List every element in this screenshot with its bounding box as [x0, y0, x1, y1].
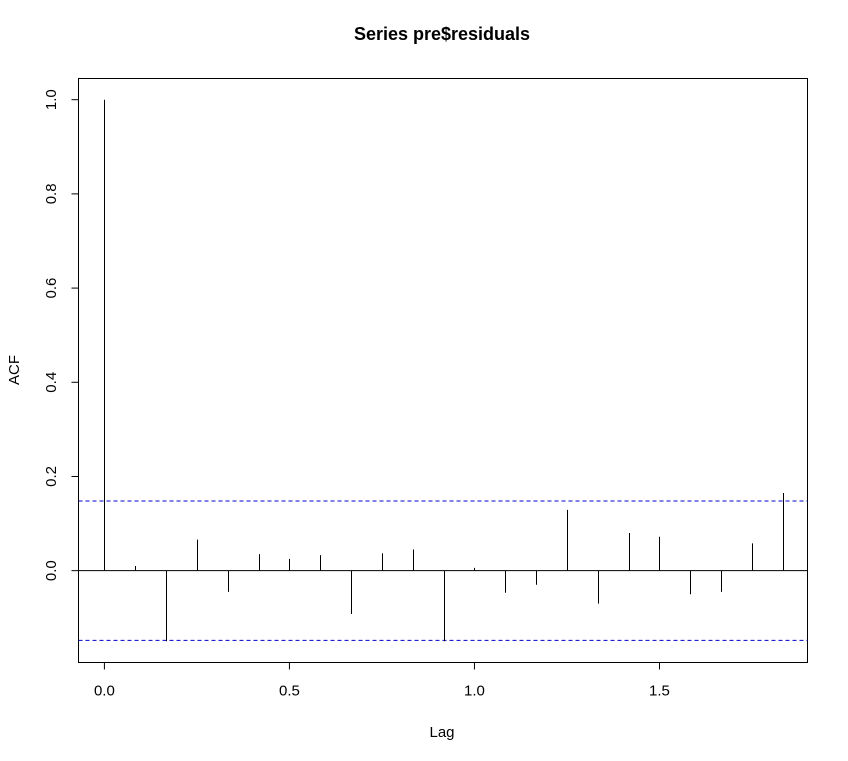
y-tick-label: 0.6: [43, 278, 60, 299]
x-axis: 0.0 0.5 1.0 1.5: [94, 662, 670, 700]
acf-bars: [104, 99, 784, 642]
chart-title: Series pre$residuals: [354, 24, 530, 44]
x-tick-label: 1.0: [464, 683, 485, 700]
x-tick-label: 1.5: [649, 683, 670, 700]
x-tick-label: 0.0: [94, 683, 115, 700]
y-axis-label: ACF: [6, 355, 23, 385]
x-axis-label: Lag: [429, 724, 454, 741]
plot-frame: [78, 78, 808, 663]
y-tick-label: 1.0: [43, 89, 60, 110]
y-tick-label: 0.0: [43, 560, 60, 581]
y-axis: 0.0 0.2 0.4 0.6 0.8 1.0: [43, 89, 79, 581]
y-tick-label: 0.4: [43, 372, 60, 393]
x-tick-label: 0.5: [279, 683, 300, 700]
y-tick-label: 0.8: [43, 183, 60, 204]
y-tick-label: 0.2: [43, 466, 60, 487]
confidence-bounds: [78, 500, 808, 641]
